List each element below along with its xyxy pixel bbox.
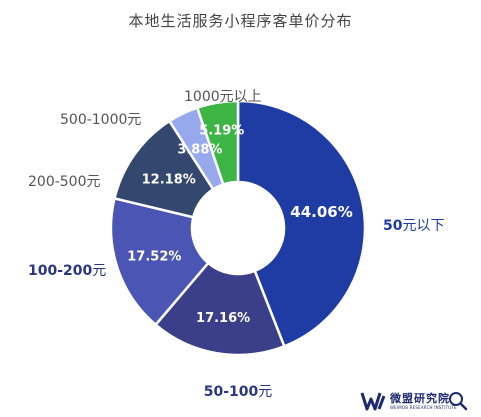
category-label-1: 50-100元 [204, 384, 273, 400]
slice-0 [236, 99, 367, 348]
logo-mark-icon [360, 392, 386, 411]
category-label-3: 200-500元 [28, 174, 101, 190]
logo-subtitle: WEIMOB RESEARCH INSTITUTE [390, 405, 457, 410]
value-label-0: 44.06% [290, 203, 352, 221]
chart-title: 本地生活服务小程序客单价分布 [128, 12, 353, 30]
category-label-5: 1000元以上 [184, 89, 262, 105]
value-label-4: 3.88% [177, 143, 222, 158]
value-label-3: 12.18% [142, 173, 196, 188]
magnifier-icon [449, 392, 468, 411]
value-label-2: 17.52% [127, 249, 181, 264]
logo-name: 微盟研究院 [390, 392, 450, 405]
slice-5 [195, 99, 240, 187]
value-label-5: 5.19% [199, 123, 244, 138]
value-label-1: 17.16% [196, 311, 250, 326]
value-labels: 44.06% 17.16% 17.52% 12.18% 3.88% 5.19% [127, 123, 353, 325]
slice-1 [153, 261, 286, 357]
category-labels: 50元以下 50-100元 100-200元 200-500元 500-1000元 100… [28, 89, 444, 400]
category-label-0: 50元以下 [383, 218, 444, 234]
category-label-2: 100-200元 [28, 263, 106, 279]
category-label-4: 500-1000元 [60, 112, 141, 128]
slice-2 [109, 196, 210, 327]
brand-logo: 微盟研究院 WEIMOB RESEARCH INSTITUTE [360, 388, 470, 414]
donut-slices [109, 99, 367, 357]
